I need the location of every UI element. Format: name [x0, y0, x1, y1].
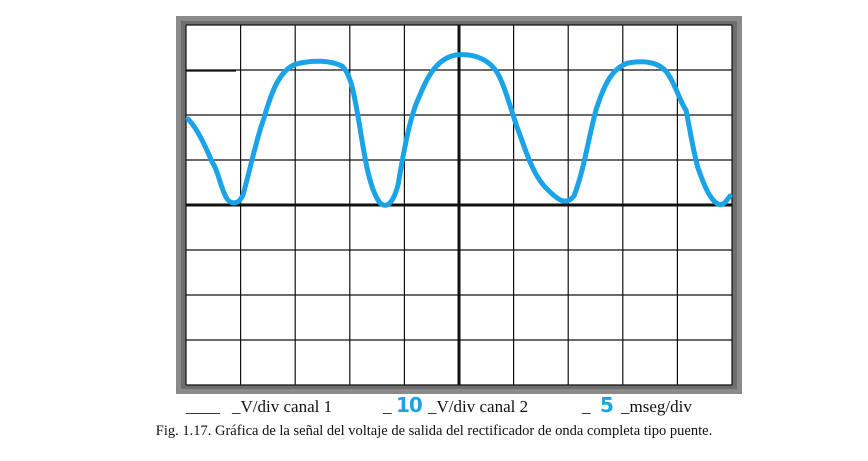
oscilloscope-screen — [176, 16, 742, 394]
time-blank: _ — [582, 397, 591, 416]
channel-settings: ____ _V/div canal 1 _ 10 _V/div canal 2 … — [0, 393, 868, 421]
ch2-blank: _ — [383, 397, 392, 416]
graticule — [185, 24, 733, 386]
signal-trace — [185, 52, 733, 208]
ch2-volts-per-div-value: 10 — [396, 393, 423, 417]
ch1-blank: ____ — [186, 397, 220, 416]
ch2-volts-per-div-label: _V/div canal 2 — [428, 397, 529, 416]
time-per-div-value: 5 — [600, 393, 614, 417]
time-per-div-label: _mseg/div — [621, 397, 692, 416]
ch1-volts-per-div-label: _V/div canal 1 — [232, 397, 333, 416]
figure-caption: Fig. 1.17. Gráfica de la señal del volta… — [155, 423, 713, 439]
